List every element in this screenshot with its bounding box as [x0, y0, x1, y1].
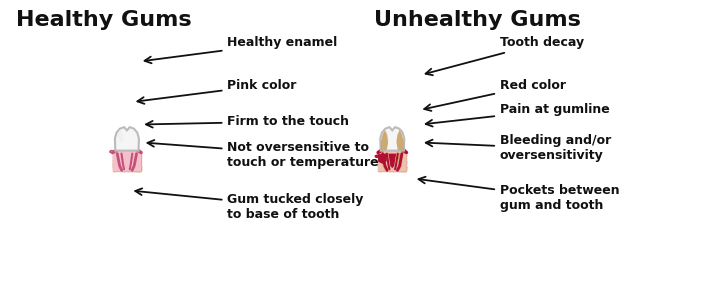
Polygon shape — [380, 127, 405, 151]
Text: Unhealthy Gums: Unhealthy Gums — [374, 10, 581, 30]
Text: Pockets between
gum and tooth: Pockets between gum and tooth — [418, 177, 619, 212]
Polygon shape — [378, 148, 407, 171]
Text: Bleeding and/or
oversensitivity: Bleeding and/or oversensitivity — [426, 135, 611, 162]
Text: Pain at gumline: Pain at gumline — [426, 103, 610, 127]
Polygon shape — [383, 130, 389, 143]
Polygon shape — [397, 130, 404, 150]
Polygon shape — [388, 154, 396, 168]
Text: Healthy Gums: Healthy Gums — [16, 10, 192, 30]
Ellipse shape — [375, 155, 379, 157]
Bar — [113, 154, 141, 171]
Text: Pink color: Pink color — [138, 79, 297, 104]
Polygon shape — [382, 152, 387, 170]
Bar — [378, 154, 407, 171]
Text: Not oversensitive to
touch or temperature: Not oversensitive to touch or temperatur… — [148, 140, 379, 168]
Ellipse shape — [402, 150, 405, 152]
Polygon shape — [113, 148, 141, 171]
Polygon shape — [397, 152, 403, 170]
Polygon shape — [381, 130, 388, 150]
Text: Gum tucked closely
to base of tooth: Gum tucked closely to base of tooth — [135, 188, 364, 221]
Polygon shape — [115, 127, 139, 151]
Ellipse shape — [110, 151, 114, 153]
Text: Tooth decay: Tooth decay — [426, 36, 584, 75]
Polygon shape — [117, 130, 124, 143]
Polygon shape — [378, 154, 387, 165]
Text: Red color: Red color — [424, 79, 566, 111]
Text: Healthy enamel: Healthy enamel — [145, 36, 338, 63]
Text: Firm to the touch: Firm to the touch — [146, 115, 349, 128]
